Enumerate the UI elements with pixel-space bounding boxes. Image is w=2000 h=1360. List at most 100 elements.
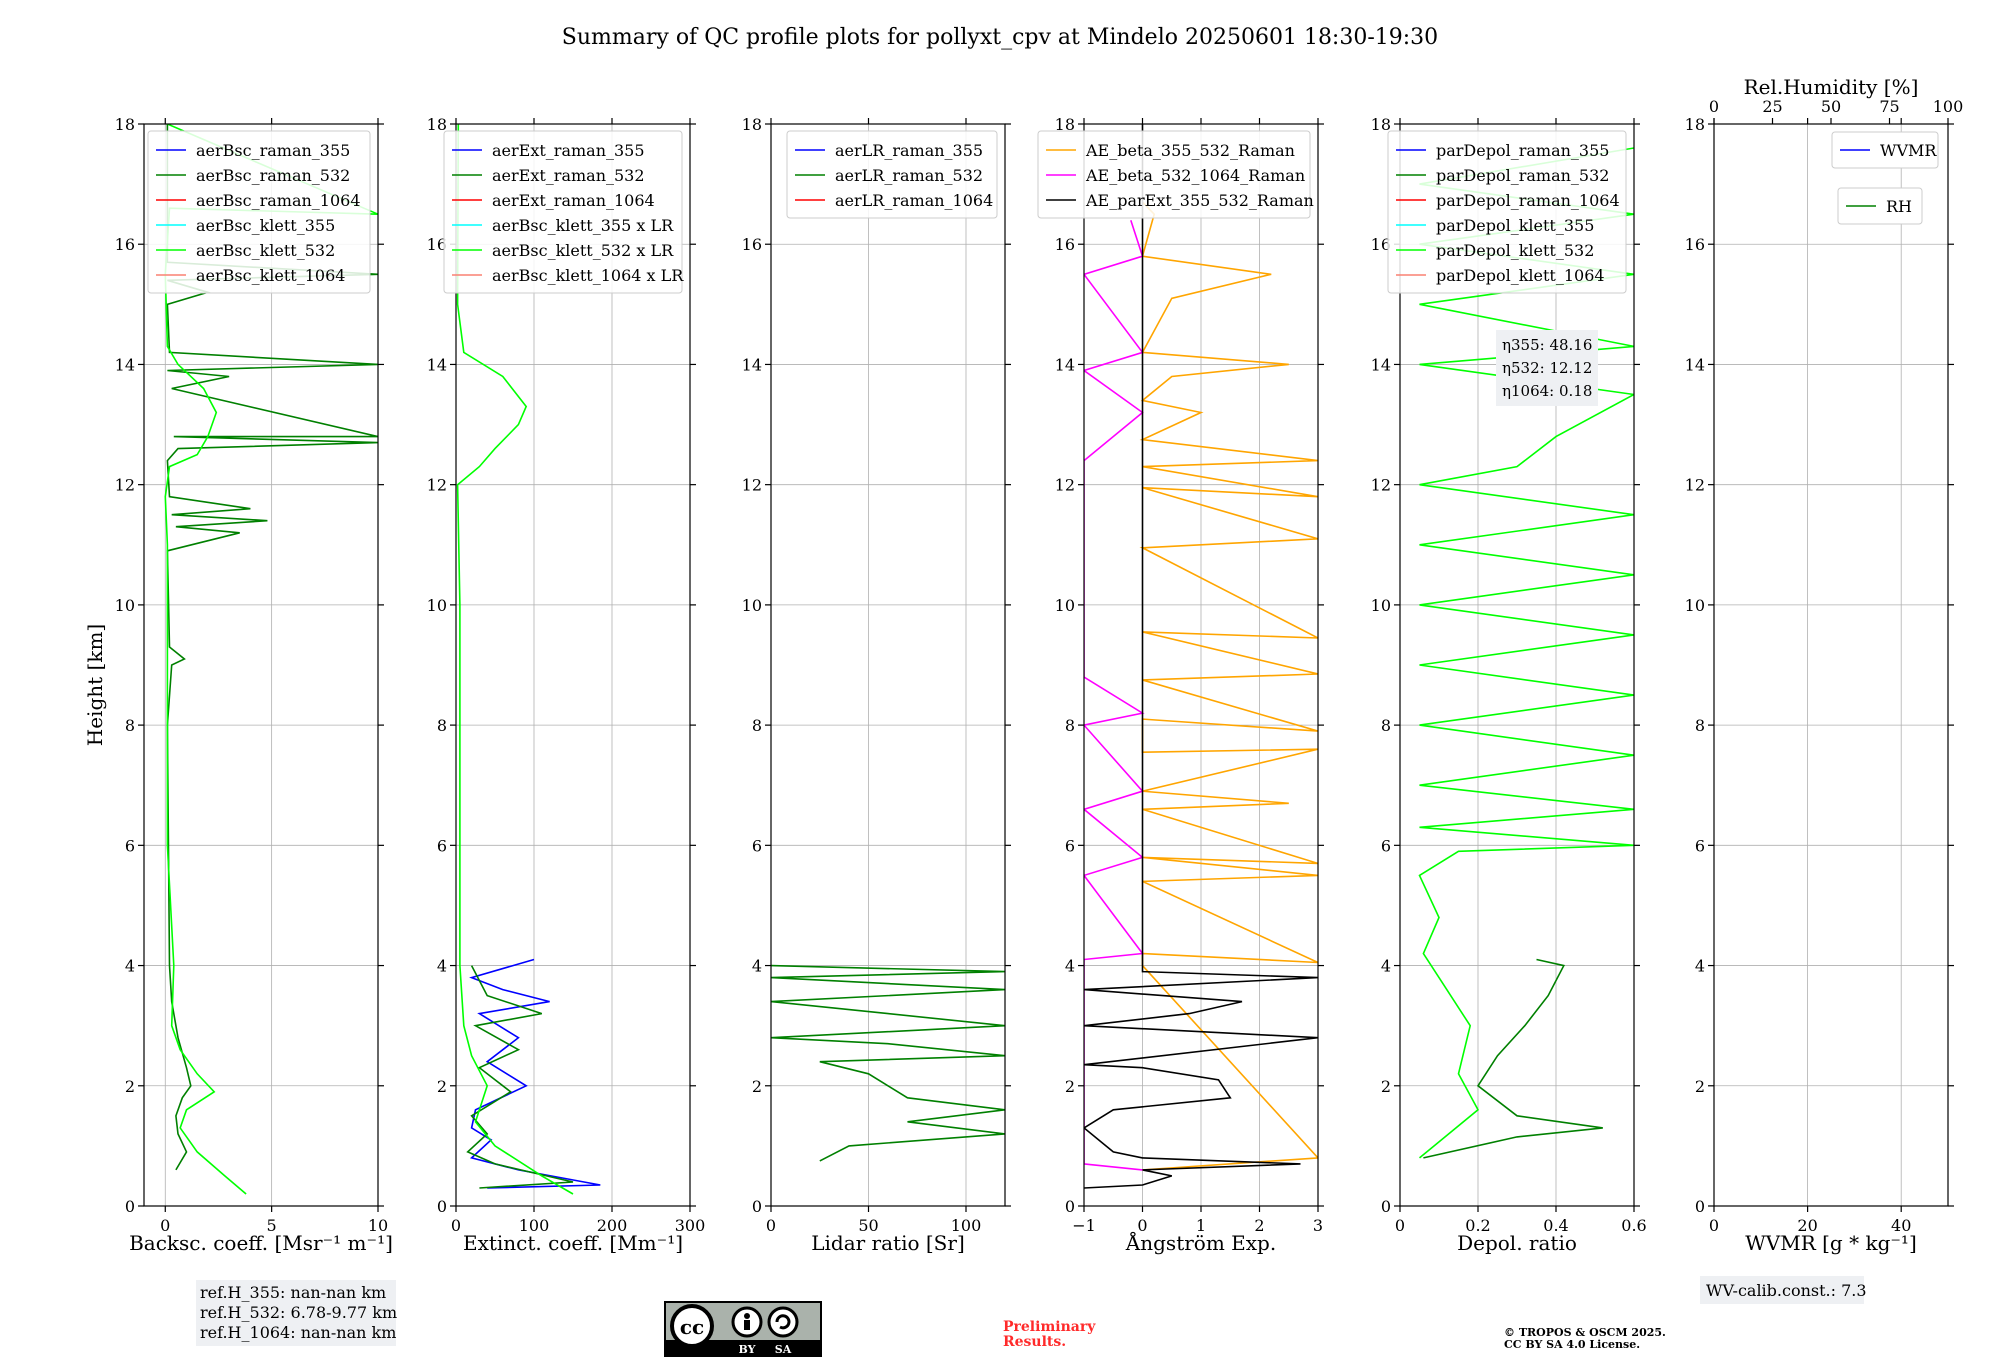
y-tick-label: 0 [437, 1197, 447, 1216]
y-tick-label: 16 [742, 235, 762, 254]
y-tick-label: 18 [1685, 115, 1705, 134]
x-tick-label: 10 [368, 1216, 388, 1235]
panel-6: 0 20 40 0 2 4 6 8 10 12 14 16 18 WVMR [g * kg⁻¹] 0 25 50… [1685, 75, 1964, 1255]
y-tick-label: 4 [1065, 957, 1075, 976]
y-tick-label: 8 [1695, 716, 1705, 735]
x-tick-label: 300 [675, 1216, 706, 1235]
legend-label-rh: RH [1886, 197, 1912, 216]
y-tick-label: 2 [437, 1077, 447, 1096]
wv-calib-box [1700, 1276, 1864, 1304]
cc-sa-label: SA [775, 1343, 792, 1356]
series-line-parDepol_raman_532 [1423, 958, 1603, 1159]
x-axis-label: Lidar ratio [Sr] [811, 1231, 965, 1255]
x-tick-label: 20 [1797, 1216, 1817, 1235]
y-tick-label: 0 [125, 1197, 135, 1216]
y-tick-label: 14 [427, 355, 447, 374]
svg-text:cc: cc [680, 1315, 704, 1339]
y-tick-label: 18 [115, 115, 135, 134]
ref-height-1064: ref.H_1064: nan-nan km [200, 1323, 396, 1342]
y-tick-label: 4 [752, 957, 762, 976]
copyright-line-2: CC BY SA 4.0 License. [1504, 1338, 1640, 1351]
legend-label: parDepol_klett_532 [1436, 241, 1594, 260]
y-tick-label: 8 [1381, 716, 1391, 735]
y-tick-label: 6 [1381, 836, 1391, 855]
legend-label: aerBsc_klett_355 [196, 216, 335, 235]
x-tick-label: 200 [597, 1216, 628, 1235]
y-tick-label: 8 [125, 716, 135, 735]
y-tick-label: 10 [115, 596, 135, 615]
legend-box [786, 130, 998, 219]
sa-icon [767, 1306, 799, 1338]
legend-label: AE_parExt_355_532_Raman [1085, 191, 1314, 210]
y-tick-label: 16 [1685, 235, 1705, 254]
legend-box [147, 130, 371, 294]
ref-height-532: ref.H_532: 6.78-9.77 km [200, 1303, 397, 1322]
y-tick-label: 12 [1685, 476, 1705, 495]
x-tick-label: 100 [951, 1216, 982, 1235]
y-tick-label: 2 [1065, 1077, 1075, 1096]
series-line-AE_beta_532_1064_Raman [1084, 219, 1145, 1171]
y-tick-label: 4 [1695, 957, 1705, 976]
preliminary-label-2: Results. [1003, 1334, 1066, 1350]
depol-annotation: η532: 12.12 [1502, 359, 1592, 377]
legend-label: aerLR_raman_1064 [835, 191, 993, 210]
x2-tick-label: 50 [1821, 97, 1841, 116]
y-tick-label: 10 [427, 596, 447, 615]
legend-label: aerExt_raman_1064 [492, 191, 655, 210]
x-tick-label: 0 [451, 1216, 461, 1235]
y-tick-label: 0 [1695, 1197, 1705, 1216]
panel-frame [455, 123, 691, 1207]
y-tick-label: 10 [742, 596, 762, 615]
cc-icon [670, 1304, 714, 1348]
preliminary-label: Preliminary [1003, 1319, 1096, 1335]
y-tick-label: 14 [1371, 355, 1391, 374]
y-tick-label: 6 [437, 836, 447, 855]
y-tick-label: 10 [1685, 596, 1705, 615]
y-tick-label: 8 [1065, 716, 1075, 735]
copyright-line-1: © TROPOS & OSCM 2025. [1504, 1326, 1666, 1339]
y-tick-label: 2 [1381, 1077, 1391, 1096]
x-tick-label: 3 [1313, 1216, 1323, 1235]
legend-box [1037, 130, 1311, 219]
y-tick-label: 12 [742, 476, 762, 495]
depol-annotation: η1064: 0.18 [1502, 382, 1592, 400]
y-tick-label: 2 [752, 1077, 762, 1096]
y-tick-label: 4 [125, 957, 135, 976]
series-line-parDepol_klett_532 [1418, 147, 1634, 1159]
y-tick-label: 12 [427, 476, 447, 495]
x-axis-label: Backsc. coeff. [Msr⁻¹ m⁻¹] [129, 1231, 393, 1255]
depol-annotation: η355: 48.16 [1502, 336, 1592, 354]
legend-label: aerLR_raman_532 [835, 166, 983, 185]
x-tick-label: 50 [858, 1216, 878, 1235]
legend-box-wvmr [1831, 131, 1939, 169]
legend-label: aerExt_raman_355 [492, 141, 645, 160]
panel-3: 0 50 100 0 2 4 6 8 10 12 14 16 18 Lidar ratio [Sr] aer… [742, 115, 1011, 1255]
x-tick-label: 0 [1395, 1216, 1405, 1235]
y-tick-label: 18 [427, 115, 447, 134]
x-tick-label: 0.6 [1621, 1216, 1646, 1235]
panel-2: 0 100 200 300 0 2 4 6 8 10 12 14 16 18 Extinct. coeff.… [427, 115, 706, 1255]
y-tick-label: 12 [1055, 476, 1075, 495]
y-tick-label: 6 [125, 836, 135, 855]
y-tick-label: 18 [1055, 115, 1075, 134]
legend-box [443, 130, 683, 294]
series-line-aerLR_raman_532 [771, 964, 1005, 1162]
y-tick-label: 8 [752, 716, 762, 735]
x-axis-label: Extinct. coeff. [Mm⁻¹] [463, 1231, 683, 1255]
y-tick-label: 18 [1371, 115, 1391, 134]
ref-height-355: ref.H_355: nan-nan km [200, 1283, 386, 1302]
depol-annotation-box [1496, 330, 1598, 406]
x-axis-label: WVMR [g * kg⁻¹] [1745, 1231, 1917, 1255]
x-tick-label: 5 [267, 1216, 277, 1235]
x-tick-label: 1 [1196, 1216, 1206, 1235]
ref-heights-box [196, 1280, 396, 1346]
y-tick-label: 6 [1695, 836, 1705, 855]
legend-label: parDepol_klett_1064 [1436, 266, 1605, 285]
y-tick-label: 6 [1065, 836, 1075, 855]
y-tick-label: 14 [1055, 355, 1075, 374]
y-tick-label: 0 [1381, 1197, 1391, 1216]
x2-tick-label: 100 [1933, 97, 1964, 116]
